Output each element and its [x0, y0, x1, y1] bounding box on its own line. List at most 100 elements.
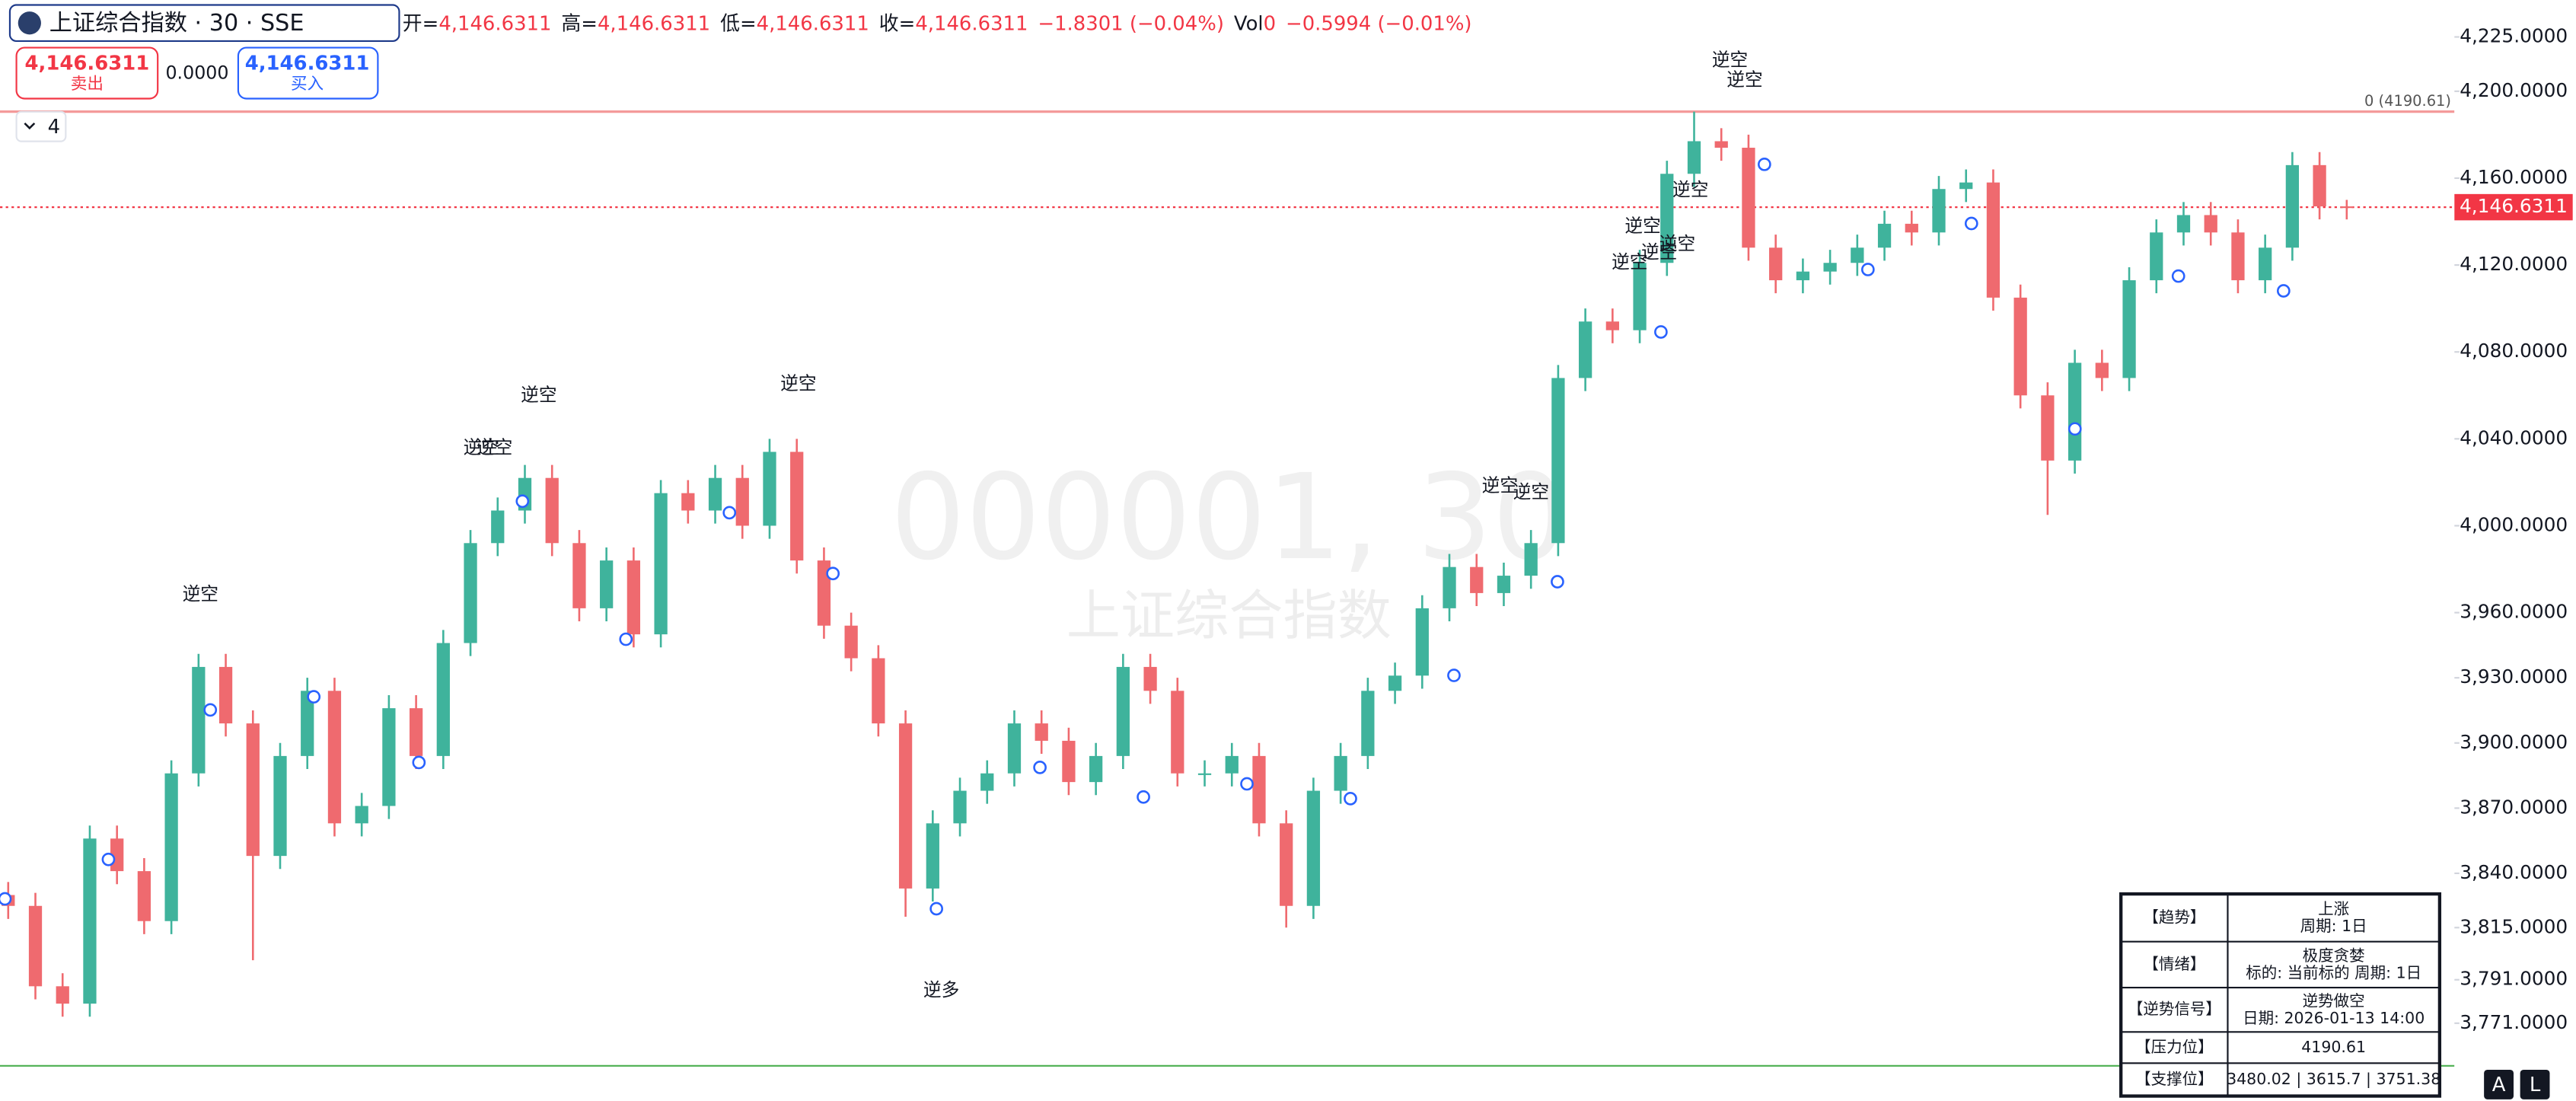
candle-body — [1388, 675, 1402, 691]
signal-label: 逆空 — [1513, 481, 1549, 503]
candle-body — [382, 708, 396, 806]
signal-marker — [1240, 777, 1254, 791]
candle-body — [1851, 247, 1864, 263]
signal-marker — [1137, 790, 1150, 804]
candle-body — [763, 452, 776, 526]
candle-body — [654, 493, 668, 635]
candle-body — [735, 477, 749, 526]
signal-label: 逆空 — [183, 583, 218, 605]
scale-button[interactable] — [2520, 1069, 2550, 1099]
candle-body — [1932, 189, 1946, 233]
interval-value: 4 — [48, 116, 60, 139]
signal-label: 逆空 — [1612, 251, 1647, 273]
candle-body — [2285, 164, 2300, 248]
signal-marker — [1860, 263, 1875, 276]
spread: 0.0000 — [165, 62, 228, 84]
y-tick-label: 3,930.0000 — [2460, 665, 2568, 688]
candle-body — [1742, 148, 1755, 248]
candle-body — [273, 755, 287, 857]
legend-label: 收= — [879, 12, 916, 35]
candle-body — [898, 723, 913, 889]
sell-button[interactable] — [15, 46, 159, 100]
candle-body — [83, 838, 97, 1004]
symbol-name: 上证综合指数 · 30 · SSE — [49, 10, 304, 37]
y-tick-label: 4,120.0000 — [2460, 253, 2568, 275]
y-tick-label: 3,771.0000 — [2460, 1011, 2568, 1033]
candle-body — [1877, 223, 1892, 248]
candle-body — [1633, 263, 1647, 330]
signal-label: 逆空 — [1641, 241, 1677, 263]
signal-marker — [1551, 575, 1564, 589]
legend-value: 4,146.6311 — [915, 12, 1028, 35]
symbol-box[interactable] — [8, 4, 400, 43]
candle-body — [327, 691, 342, 824]
signal-marker — [826, 566, 840, 581]
candle-body — [953, 790, 967, 824]
candle-body — [1986, 182, 2001, 298]
table-detail: 周期: 1日 — [2300, 917, 2367, 935]
candle-body — [1306, 790, 1321, 906]
candle-body — [2041, 395, 2055, 461]
signal-label: 逆空 — [1659, 233, 1695, 254]
candle-body — [1415, 608, 1429, 676]
candle-body — [1605, 321, 1619, 330]
candle-body — [1197, 773, 1212, 775]
buy-button[interactable] — [237, 46, 379, 100]
candle-body — [1905, 223, 1918, 233]
y-tick-label: 4,200.0000 — [2460, 79, 2568, 101]
candle-body — [1687, 141, 1701, 174]
legend-value: 4,146.6311 — [598, 12, 710, 35]
candle-body — [1714, 141, 1728, 148]
y-tick-label: 3,840.0000 — [2460, 861, 2568, 883]
price-axis-bg — [2454, 0, 2576, 1101]
candle-body — [626, 560, 641, 635]
table-label: 【支撑位】 — [2135, 1070, 2214, 1088]
y-tick-label: 3,960.0000 — [2460, 601, 2568, 623]
candle-body — [1796, 271, 1810, 281]
table-value: 极度贪婪 — [2303, 946, 2365, 965]
candle-body — [56, 986, 69, 1004]
signal-label: 逆空 — [1482, 474, 1518, 496]
candle-body — [1959, 182, 1973, 190]
interval-box[interactable] — [15, 110, 67, 142]
table-detail: 日期: 2026-01-13 14:00 — [2243, 1009, 2425, 1027]
candle-body — [28, 905, 43, 987]
candle-body — [218, 666, 233, 724]
signal-marker — [929, 902, 944, 916]
candle-body — [1035, 723, 1048, 741]
table-value: 3480.02 | 3615.7 | 3751.38 — [2227, 1070, 2441, 1089]
candle-body — [1143, 666, 1157, 691]
signal-marker — [1654, 325, 1668, 339]
candle-body — [926, 823, 939, 889]
candle-body — [491, 510, 505, 544]
signal-label: 逆空 — [1672, 179, 1708, 200]
scale-button[interactable] — [2484, 1069, 2514, 1099]
buy-price: 4,146.6311 — [245, 53, 370, 75]
sell-label: 卖出 — [71, 75, 104, 94]
candle-body — [436, 643, 450, 756]
candle-body — [2259, 247, 2272, 281]
volume-label: Vol — [1234, 12, 1264, 35]
table-label: 【压力位】 — [2135, 1038, 2214, 1056]
symbol-icon — [18, 11, 41, 35]
table-label: 【逆势信号】 — [2128, 1000, 2221, 1018]
candle-body — [2067, 362, 2082, 461]
y-tick-label: 4,225.0000 — [2460, 25, 2568, 47]
signal-label: 逆空 — [1624, 215, 1660, 236]
chevron-icon — [24, 122, 36, 130]
candle-body — [1334, 755, 1347, 791]
signal-label: 逆空 — [521, 385, 556, 406]
candle-body — [2176, 215, 2191, 233]
scale-button-label: L — [2530, 1074, 2541, 1096]
candle-body — [790, 452, 804, 561]
signal-marker — [1447, 669, 1461, 682]
candle-body — [1225, 755, 1239, 774]
y-tick-label: 4,000.0000 — [2460, 513, 2568, 535]
candle-body — [545, 477, 559, 544]
last-price-label: 4,146.6311 — [2460, 195, 2568, 217]
y-tick-label: 3,791.0000 — [2460, 968, 2568, 990]
signal-label: 逆空 — [464, 437, 499, 458]
buy-label: 买入 — [291, 75, 324, 94]
signal-marker — [1964, 216, 1978, 231]
